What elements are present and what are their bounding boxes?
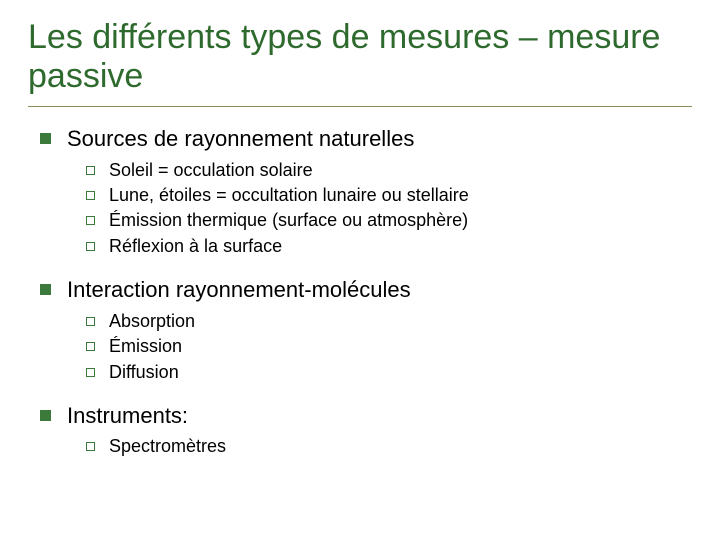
list-item-text: Spectromètres xyxy=(109,435,226,458)
list-item-text: Absorption xyxy=(109,310,195,333)
slide: Les différents types de mesures – mesure… xyxy=(0,0,720,540)
section-items: Soleil = occulation solaire Lune, étoile… xyxy=(86,159,692,259)
section-items: Spectromètres xyxy=(86,435,692,458)
section-heading-text: Sources de rayonnement naturelles xyxy=(67,125,414,153)
list-item-text: Lune, étoiles = occultation lunaire ou s… xyxy=(109,184,469,207)
list-item: Émission xyxy=(86,335,692,358)
list-item: Émission thermique (surface ou atmosphèr… xyxy=(86,209,692,232)
section-heading-text: Interaction rayonnement-molécules xyxy=(67,276,411,304)
section-heading: Interaction rayonnement-molécules xyxy=(32,276,692,304)
square-bullet-icon xyxy=(40,133,51,144)
section-heading-text: Instruments: xyxy=(67,402,188,430)
section-items: Absorption Émission Diffusion xyxy=(86,310,692,384)
hollow-square-bullet-icon xyxy=(86,216,95,225)
list-item-text: Réflexion à la surface xyxy=(109,235,282,258)
hollow-square-bullet-icon xyxy=(86,368,95,377)
hollow-square-bullet-icon xyxy=(86,342,95,351)
section-heading: Instruments: xyxy=(32,402,692,430)
list-item: Réflexion à la surface xyxy=(86,235,692,258)
square-bullet-icon xyxy=(40,284,51,295)
list-item: Absorption xyxy=(86,310,692,333)
list-item: Soleil = occulation solaire xyxy=(86,159,692,182)
hollow-square-bullet-icon xyxy=(86,166,95,175)
section-heading: Sources de rayonnement naturelles xyxy=(32,125,692,153)
list-item-text: Émission thermique (surface ou atmosphèr… xyxy=(109,209,468,232)
slide-body: Sources de rayonnement naturelles Soleil… xyxy=(28,125,692,459)
list-item-text: Soleil = occulation solaire xyxy=(109,159,313,182)
list-item-text: Diffusion xyxy=(109,361,179,384)
list-item: Diffusion xyxy=(86,361,692,384)
list-item-text: Émission xyxy=(109,335,182,358)
hollow-square-bullet-icon xyxy=(86,242,95,251)
hollow-square-bullet-icon xyxy=(86,191,95,200)
list-item: Lune, étoiles = occultation lunaire ou s… xyxy=(86,184,692,207)
square-bullet-icon xyxy=(40,410,51,421)
hollow-square-bullet-icon xyxy=(86,317,95,326)
slide-title: Les différents types de mesures – mesure… xyxy=(28,18,692,107)
hollow-square-bullet-icon xyxy=(86,442,95,451)
list-item: Spectromètres xyxy=(86,435,692,458)
